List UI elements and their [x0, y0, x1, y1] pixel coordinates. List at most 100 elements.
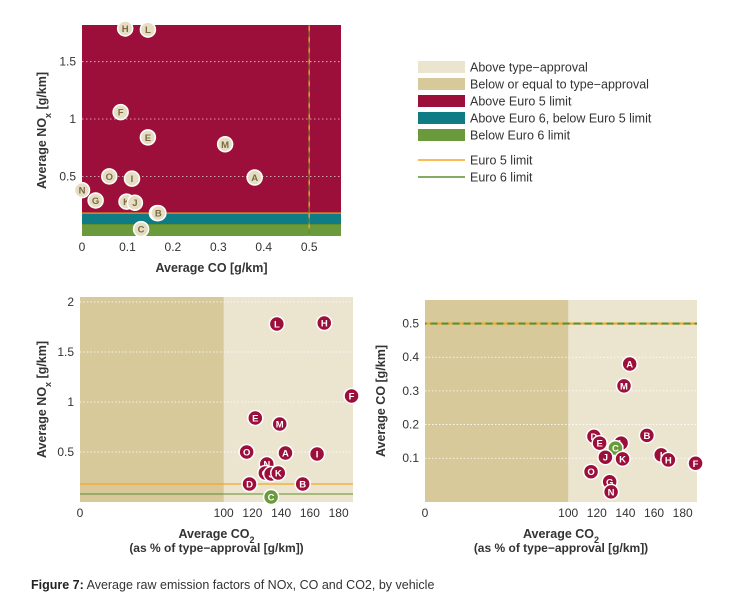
point-label: L	[274, 320, 280, 331]
legend-swatch	[418, 78, 465, 90]
legend-item: Above Euro 6, below Euro 5 limit	[418, 112, 652, 126]
y-tick-label: 2	[67, 295, 74, 309]
point-A: A	[622, 356, 637, 371]
y-tick-label: 1.5	[57, 345, 74, 359]
x-tick-label: 0	[422, 506, 429, 520]
x-tick-label: 0.5	[301, 240, 318, 254]
legend-item: Above Euro 5 limit	[418, 95, 572, 109]
point-H: H	[118, 21, 133, 36]
point-N: N	[75, 183, 90, 198]
point-H: H	[661, 452, 676, 467]
x-tick-label: 160	[300, 506, 320, 520]
x-axis-label: Average CO [g/km]	[155, 261, 267, 275]
x-tick-label: 140	[271, 506, 291, 520]
legend: Above type−approval Below or equal to typ…	[418, 61, 652, 185]
x-tick-label: 0.3	[210, 240, 227, 254]
point-label: A	[626, 359, 633, 370]
point-label: I	[131, 174, 134, 185]
point-label: G	[92, 196, 99, 207]
y-axis-label: Average NOx [g/km]	[35, 341, 53, 458]
x-tick-label: 180	[673, 506, 693, 520]
x-tick-label: 160	[644, 506, 664, 520]
legend-item: Above type−approval	[418, 61, 588, 75]
point-N: N	[604, 484, 619, 499]
y-axis-label: Average CO [g/km]	[374, 345, 388, 457]
x-tick-label: 0	[77, 506, 84, 520]
x-tick-label: 100	[214, 506, 234, 520]
point-label: N	[608, 487, 615, 498]
point-C: C	[264, 490, 279, 505]
point-F: F	[344, 389, 359, 404]
legend-swatch	[418, 61, 465, 73]
point-A: A	[247, 170, 262, 185]
chart-nox-vs-co2: 01001201401601800.511.52Average CO2(as %…	[35, 295, 359, 555]
point-label: D	[246, 480, 253, 491]
point-label: M	[620, 381, 628, 392]
point-M: M	[616, 378, 631, 393]
legend-item: Below or equal to type−approval	[418, 78, 649, 92]
caption-text: Average raw emission factors of NOx, CO …	[84, 578, 435, 592]
point-I: I	[310, 447, 325, 462]
figure-caption: Figure 7: Average raw emission factors o…	[31, 578, 434, 592]
legend-label: Above Euro 5 limit	[470, 95, 572, 109]
point-L: L	[140, 22, 155, 37]
point-label: F	[349, 392, 355, 403]
point-label: J	[132, 198, 137, 209]
y-tick-label: 1.5	[59, 55, 76, 69]
point-E: E	[140, 130, 155, 145]
x-tick-label: 120	[242, 506, 262, 520]
point-label: E	[145, 133, 151, 144]
x-tick-label: 140	[615, 506, 635, 520]
point-label: K	[275, 469, 282, 480]
point-label: L	[145, 25, 151, 36]
point-label: B	[155, 209, 162, 220]
point-label: E	[252, 414, 258, 425]
region-below-type-approval	[80, 297, 224, 502]
point-label: H	[665, 455, 672, 466]
legend-label: Below Euro 6 limit	[470, 129, 571, 143]
x-axis-sublabel: (as % of type−approval [g/km])	[474, 541, 648, 555]
point-C: C	[134, 222, 149, 237]
x-tick-label: 0.1	[119, 240, 136, 254]
point-label: B	[299, 480, 306, 491]
x-tick-label: 0	[79, 240, 86, 254]
legend-label: Below or equal to type−approval	[470, 78, 649, 92]
point-M: M	[218, 137, 233, 152]
point-B: B	[151, 206, 166, 221]
point-J: J	[598, 450, 613, 465]
point-B: B	[639, 428, 654, 443]
y-tick-label: 1	[67, 395, 74, 409]
y-tick-label: 0.1	[402, 451, 419, 465]
x-tick-label: 180	[329, 506, 349, 520]
point-label: F	[693, 459, 699, 470]
point-label: O	[243, 448, 250, 459]
point-B: B	[295, 477, 310, 492]
point-M: M	[272, 417, 287, 432]
point-K: K	[615, 451, 630, 466]
y-tick-label: 0.2	[402, 418, 419, 432]
point-label: H	[321, 319, 328, 330]
region-euro6-band	[82, 213, 341, 224]
point-A: A	[278, 446, 293, 461]
y-tick-label: 0.3	[402, 384, 419, 398]
point-G: G	[88, 193, 103, 208]
legend-item: Euro 5 limit	[418, 154, 533, 168]
legend-swatch	[418, 95, 465, 107]
point-label: C	[138, 225, 145, 236]
point-label: O	[106, 172, 113, 183]
region-below-euro6	[82, 225, 341, 236]
legend-label: Above type−approval	[470, 61, 588, 75]
y-tick-label: 0.4	[402, 350, 419, 364]
point-F: F	[688, 456, 703, 471]
legend-swatch	[418, 129, 465, 141]
x-tick-label: 0.4	[255, 240, 272, 254]
point-label: C	[268, 493, 275, 504]
point-label: J	[603, 453, 608, 464]
point-E: E	[592, 436, 607, 451]
caption-label: Figure 7:	[31, 578, 84, 592]
point-O: O	[102, 169, 117, 184]
figure-root: 00.10.20.30.40.50.511.5Average CO [g/km]…	[0, 0, 734, 603]
y-axis-label: Average NOx [g/km]	[35, 72, 53, 189]
point-label: I	[316, 450, 319, 461]
point-label: B	[643, 431, 650, 442]
